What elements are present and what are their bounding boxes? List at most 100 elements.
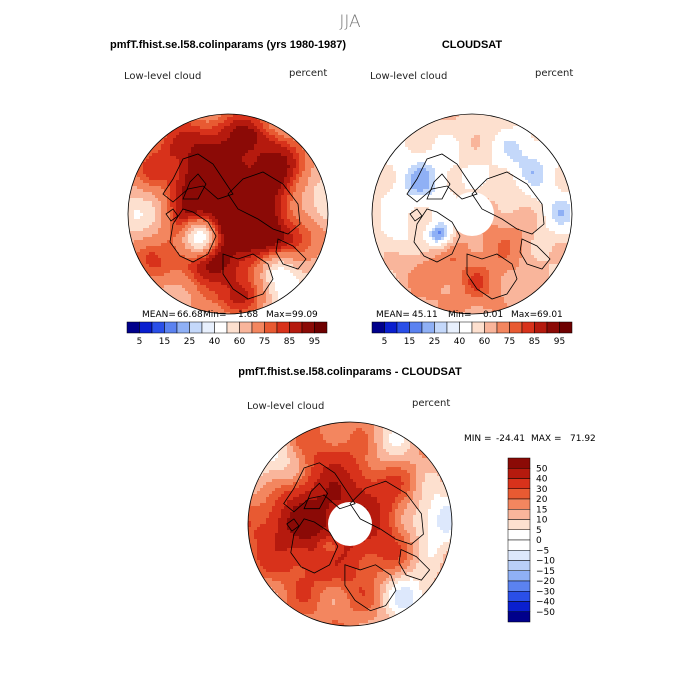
map-cell (185, 267, 189, 271)
coastlines (162, 153, 307, 300)
map-cell (447, 123, 451, 127)
map-cell (284, 189, 288, 193)
map-cell (302, 204, 306, 208)
map-cell (489, 150, 493, 154)
map-cell (275, 150, 279, 154)
map-cell (540, 168, 544, 172)
map-cell (200, 267, 204, 271)
map-cell (290, 138, 294, 142)
map-cell (417, 144, 421, 148)
map-cell (311, 222, 315, 226)
map-cell (194, 213, 198, 217)
map-cell (194, 240, 198, 244)
map-cell (501, 168, 505, 172)
map-cell (206, 303, 210, 307)
map-cell (242, 129, 246, 133)
map-cell (212, 279, 216, 283)
variable-label: Low-level cloud (124, 71, 201, 82)
map-cell (176, 258, 180, 262)
map-cell (224, 294, 228, 298)
map-cell (278, 255, 282, 259)
map-cell (137, 201, 141, 205)
map-cell (158, 231, 162, 235)
map-cell (206, 189, 210, 193)
map-cell (465, 135, 469, 139)
map-cell (251, 159, 255, 163)
map-cell (272, 276, 276, 280)
map-cell (462, 144, 466, 148)
map-cell (161, 285, 165, 289)
map-cell (528, 162, 532, 166)
map-cell (161, 138, 165, 142)
map-cell (245, 159, 249, 163)
map-cell (308, 192, 312, 196)
map-cell (239, 234, 243, 238)
map-cell (426, 186, 430, 190)
map-cell (230, 306, 234, 310)
map-cell (293, 219, 297, 223)
map-cell (296, 153, 300, 157)
map-cell (251, 138, 255, 142)
map-cell (504, 144, 508, 148)
map-cell (486, 141, 490, 145)
map-cell (215, 129, 219, 133)
map-cell (188, 162, 192, 166)
map-cell (209, 180, 213, 184)
map-cell (239, 195, 243, 199)
map-cell (221, 120, 225, 124)
colorbar-box (201, 321, 215, 334)
map-cell (555, 162, 559, 166)
map-cell (275, 147, 279, 151)
map-cell (239, 225, 243, 229)
map-cell (275, 129, 279, 133)
map-cell (266, 219, 270, 223)
map-cell (218, 114, 222, 118)
map-cell (188, 207, 192, 211)
map-cell (233, 195, 237, 199)
map-cell (149, 195, 153, 199)
map-cell (230, 222, 234, 226)
map-cell (293, 279, 297, 283)
map-cell (272, 144, 276, 148)
map-cell (203, 270, 207, 274)
map-cell (317, 219, 321, 223)
map-cell (179, 126, 183, 130)
map-cell (146, 189, 150, 193)
map-cell (414, 171, 418, 175)
map-cell (230, 117, 234, 121)
map-cell (260, 255, 264, 259)
map-cell (525, 168, 529, 172)
map-cell (140, 216, 144, 220)
map-cell (266, 276, 270, 280)
map-cell (176, 237, 180, 241)
map-cell (251, 117, 255, 121)
map-cell (272, 204, 276, 208)
map-cell (266, 294, 270, 298)
map-cell (194, 174, 198, 178)
map-cell (293, 189, 297, 193)
map-cell (420, 162, 424, 166)
map-cell (257, 168, 261, 172)
map-cell (296, 177, 300, 181)
map-cell (311, 171, 315, 175)
map-cell (459, 141, 463, 145)
map-cell (453, 123, 457, 127)
map-cell (293, 270, 297, 274)
map-cell (546, 180, 550, 184)
map-cell (275, 132, 279, 136)
map-cell (128, 183, 132, 187)
map-cell (179, 282, 183, 286)
map-cell (296, 213, 300, 217)
map-cell (320, 231, 324, 235)
map-cell (456, 186, 460, 190)
map-cell (161, 207, 165, 211)
map-cell (299, 237, 303, 241)
map-cell (402, 150, 406, 154)
map-cell (218, 282, 222, 286)
map-cell (290, 153, 294, 157)
map-cell (462, 150, 466, 154)
map-cell (215, 165, 219, 169)
map-cell (221, 213, 225, 217)
map-cell (233, 228, 237, 232)
map-cell (200, 276, 204, 280)
